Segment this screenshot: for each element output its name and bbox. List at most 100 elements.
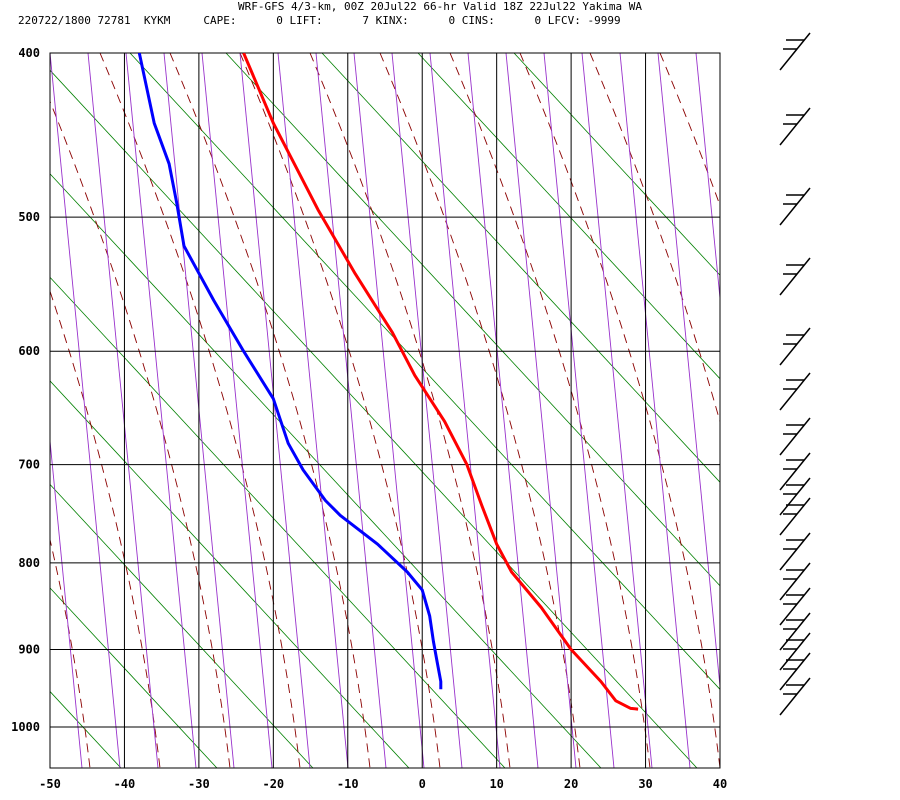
- barb-staff: [779, 677, 811, 716]
- barb-staff: [779, 612, 811, 651]
- wind-barb: [779, 497, 811, 536]
- x-tick-label: -10: [337, 777, 359, 791]
- mixing-ratio-line: [619, 53, 691, 768]
- sounding-indices: 220722/1800 72781 KYKM CAPE: 0 LIFT: 7 K…: [18, 14, 621, 27]
- wind-barb: [779, 562, 811, 601]
- moist-line: [50, 483, 314, 768]
- mixing-ratio-line: [239, 53, 311, 768]
- dry-adiabat: [659, 53, 720, 207]
- dry-adiabat: [449, 53, 651, 768]
- mixing-ratio-line: [201, 53, 273, 768]
- barb-staff: [779, 632, 811, 671]
- mixing-ratio-line: [50, 53, 121, 768]
- dry-adiabat: [589, 53, 720, 424]
- mixing-ratio-line: [87, 53, 159, 768]
- dry-adiabat: [0, 53, 20, 768]
- mixing-ratio-line: [125, 53, 197, 768]
- series-lines: [137, 53, 639, 711]
- mixing-ratio-line: [0, 53, 44, 768]
- x-tick-label: 10: [489, 777, 503, 791]
- chart-title: WRF-GFS 4/3-km, 00Z 20Jul22 66-hr Valid …: [238, 0, 642, 13]
- dry-adiabat: [730, 53, 900, 768]
- barb-staff: [779, 587, 811, 626]
- moist-line: [417, 53, 720, 380]
- y-tick-label: 800: [18, 556, 40, 570]
- mixing-ratio-line: [429, 53, 501, 768]
- barb-staff: [779, 532, 811, 571]
- wind-barb: [779, 652, 811, 691]
- barb-staff: [779, 327, 811, 366]
- wind-barb: [779, 532, 811, 571]
- mixing-ratio-line: [353, 53, 425, 768]
- temperature-line: [242, 53, 639, 711]
- dry-adiabat: [169, 53, 371, 768]
- dry-adiabat: [50, 100, 231, 768]
- wind-barbs: [779, 32, 811, 716]
- dry-adiabat: [519, 53, 720, 768]
- y-tick-label: 500: [18, 210, 40, 224]
- barb-staff: [779, 652, 811, 691]
- moist-line: [50, 587, 218, 768]
- dry-adiabat: [239, 53, 441, 768]
- wind-barb: [779, 32, 811, 71]
- moist-line: [129, 53, 720, 690]
- moist-line: [50, 173, 602, 768]
- grid: [49, 52, 721, 769]
- mixing-ratio-line: [772, 53, 842, 768]
- wind-barb: [779, 612, 811, 651]
- moist-line: [321, 53, 720, 483]
- mixing-ratio-line: [543, 53, 615, 768]
- wind-barb: [779, 107, 811, 146]
- y-tick-label: 600: [18, 344, 40, 358]
- barb-staff: [779, 107, 811, 146]
- mixing-ratio-line: [581, 53, 653, 768]
- wind-barb: [779, 417, 811, 456]
- wind-barb: [779, 477, 811, 516]
- wind-barb: [779, 587, 811, 626]
- mixing-ratio-line: [163, 53, 235, 768]
- wind-barb: [779, 187, 811, 226]
- dry-adiabat: [50, 537, 91, 768]
- mixing-ratio-line: [50, 432, 83, 768]
- x-tick-label: -40: [114, 777, 136, 791]
- moist-line: [50, 380, 410, 768]
- wind-barb: [779, 452, 811, 491]
- barb-staff: [779, 497, 811, 536]
- dry-adiabat: [99, 53, 301, 768]
- barb-staff: [779, 32, 811, 71]
- barb-staff: [779, 477, 811, 516]
- plot-frame: [49, 52, 721, 769]
- wind-barb: [779, 372, 811, 411]
- x-tick-label: -20: [262, 777, 284, 791]
- axes: -50 -40 -30 -20 -10 0 10 20 30 40 400 500 600 700 800 9…: [11, 46, 727, 791]
- x-tick-label: -30: [188, 777, 210, 791]
- moist-line: [50, 69, 698, 768]
- x-tick-label: 0: [419, 777, 426, 791]
- wind-barb: [779, 677, 811, 716]
- mixing-ratio-line: [315, 53, 387, 768]
- wind-barb: [779, 327, 811, 366]
- background-lines: [0, 53, 900, 768]
- dry-adiabat: [50, 289, 161, 768]
- barb-staff: [779, 372, 811, 411]
- mixing-ratio-line: [467, 53, 539, 768]
- x-tick-label: 30: [638, 777, 652, 791]
- moist-line: [50, 276, 506, 768]
- x-tick-label: 20: [564, 777, 578, 791]
- barb-staff: [779, 257, 811, 296]
- y-tick-label: 900: [18, 642, 40, 656]
- dewpoint-line: [137, 53, 443, 690]
- moist-line: [513, 53, 720, 276]
- moist-line: [225, 53, 720, 587]
- dry-adiabat: [309, 53, 511, 768]
- x-tick-label: -50: [39, 777, 61, 791]
- y-tick-label: 400: [18, 46, 40, 60]
- mixing-ratio-line: [695, 53, 720, 300]
- dry-adiabat: [800, 53, 900, 768]
- barb-staff: [779, 452, 811, 491]
- y-tick-label: 1000: [11, 720, 40, 734]
- wind-barb: [779, 632, 811, 671]
- mixing-ratio-line: [277, 53, 349, 768]
- mixing-ratio-line: [391, 53, 463, 768]
